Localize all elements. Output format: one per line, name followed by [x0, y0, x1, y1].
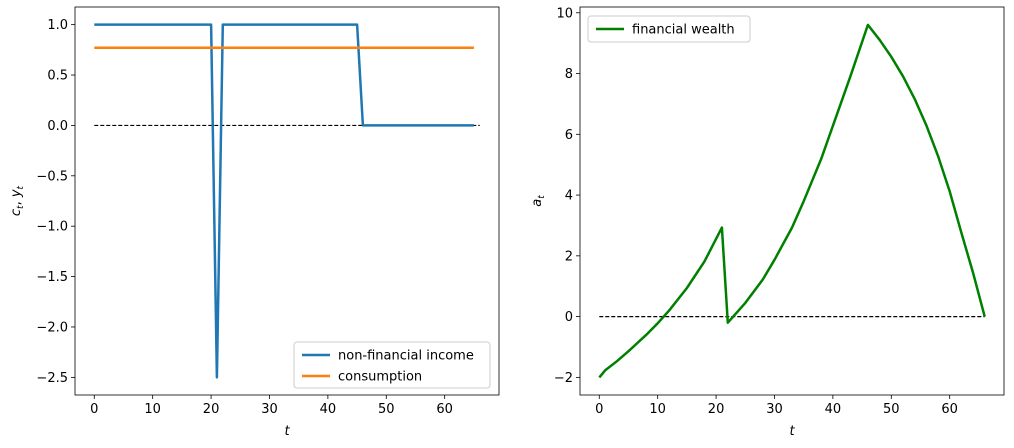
series-line-non-financial-income	[94, 23, 474, 379]
x-tick-label: 10	[144, 402, 161, 417]
x-tick-label: 40	[825, 402, 842, 417]
left-y-axis-label: ct, yt	[9, 185, 26, 216]
legend-label-financial-wealth: financial wealth	[632, 23, 735, 38]
x-tick-label: 0	[595, 402, 603, 417]
y-tick-label: −2	[554, 371, 573, 386]
y-tick-label: −2.0	[36, 320, 68, 335]
right-axes-frame	[579, 6, 1005, 396]
right-legend-box	[587, 15, 751, 43]
y-tick-label: 6	[565, 128, 573, 143]
x-tick-label: 20	[708, 402, 725, 417]
x-tick-label: 50	[378, 402, 395, 417]
left-ticks: 0 10 20 30 40 50 60 1.0 0.5 0.0 −0.5 −1.0 −1.5 −2.0 −2…	[36, 18, 453, 417]
series-line-financial-wealth	[598, 23, 986, 379]
y-tick-label: −1.5	[36, 270, 68, 285]
right-y-axis-label: at	[530, 195, 547, 207]
x-tick-label: 20	[203, 402, 220, 417]
x-tick-label: 60	[436, 402, 453, 417]
left-legend: non-financial income consumption	[293, 341, 491, 389]
y-tick-label: 10	[556, 6, 573, 21]
legend-label-non-financial-income: non-financial income	[338, 349, 474, 364]
left-legend-box	[293, 341, 491, 389]
y-tick-label: 0.5	[47, 69, 68, 84]
right-plot-lines	[598, 23, 986, 379]
x-tick-label: 50	[883, 402, 900, 417]
x-tick-label: 0	[90, 402, 98, 417]
x-tick-label: 40	[320, 402, 337, 417]
x-tick-label: 30	[261, 402, 278, 417]
y-tick-label: 8	[565, 67, 573, 82]
left-chart: 0 10 20 30 40 50 60 1.0 0.5 0.0 −0.5 −1.0 −1.5 −2.0 −2…	[9, 6, 500, 439]
legend-label-consumption: consumption	[338, 370, 422, 385]
left-x-axis-label: t	[284, 424, 290, 439]
left-axes-frame	[74, 6, 500, 396]
right-x-axis-label: t	[789, 424, 795, 439]
y-tick-label: 4	[565, 189, 573, 204]
y-tick-label: 0	[565, 310, 573, 325]
y-tick-label: 1.0	[47, 18, 68, 33]
x-tick-label: 30	[766, 402, 783, 417]
left-plot-lines	[94, 23, 480, 379]
y-tick-label: −1.0	[36, 220, 68, 235]
x-tick-label: 60	[941, 402, 958, 417]
right-legend: financial wealth	[587, 15, 751, 43]
x-tick-label: 10	[649, 402, 666, 417]
y-tick-label: −0.5	[36, 169, 68, 184]
y-tick-label: 2	[565, 249, 573, 264]
y-tick-label: 0.0	[47, 119, 68, 134]
y-tick-label: −2.5	[36, 371, 68, 386]
